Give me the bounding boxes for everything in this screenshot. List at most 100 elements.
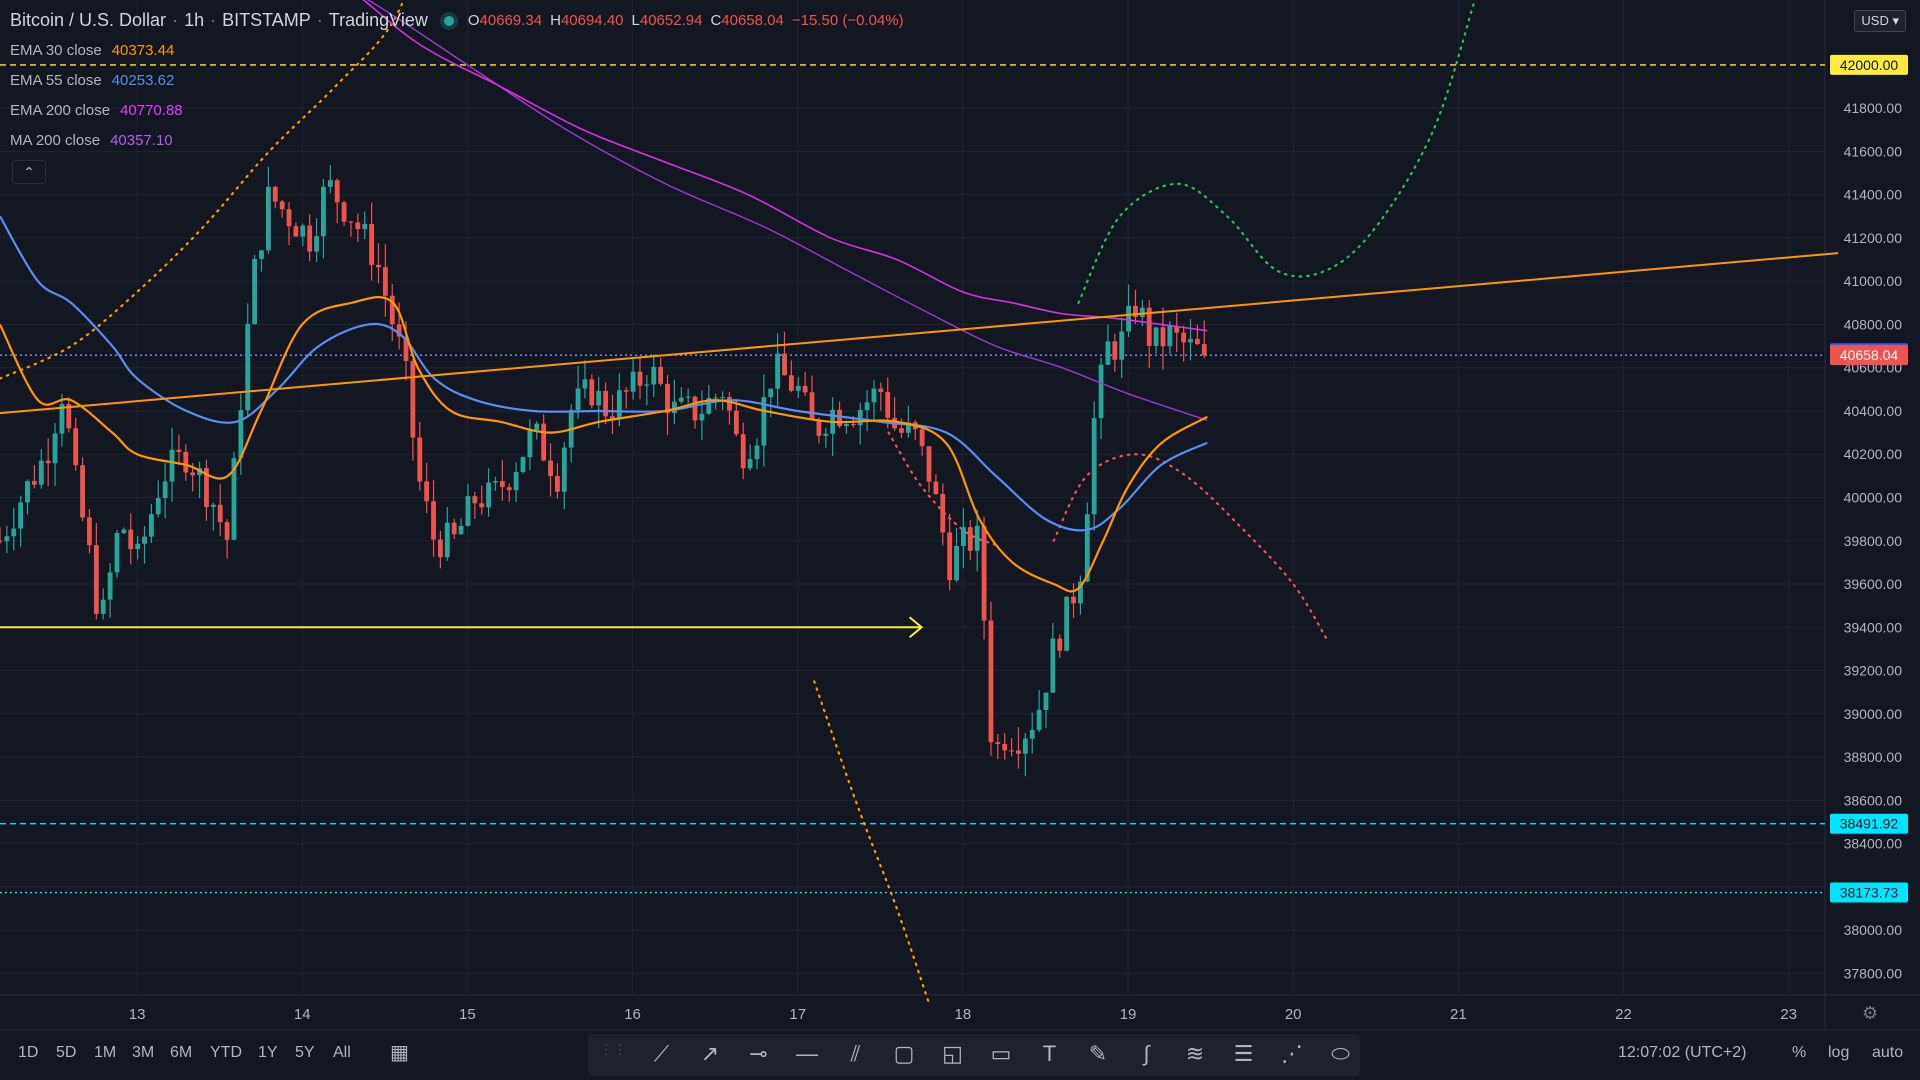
timeframe-6m[interactable]: 6M (170, 1044, 193, 1061)
timeframe-5y[interactable]: 5Y (295, 1044, 315, 1061)
time-tick-label: 22 (1615, 1006, 1632, 1023)
brush-icon[interactable]: ✎ (1088, 1041, 1108, 1066)
timeframe-3m[interactable]: 3M (132, 1044, 155, 1061)
gear-icon[interactable]: ⚙ (1862, 1003, 1879, 1023)
indicator-ema55[interactable]: EMA 55 close 40253.62 (10, 72, 175, 89)
clock[interactable]: 12:07:02 (UTC+2) (1618, 1044, 1747, 1061)
candle-body (38, 460, 44, 485)
drawing-objects[interactable] (0, 252, 1839, 639)
candle-body (692, 396, 698, 421)
percent-scale-button[interactable]: % (1792, 1044, 1807, 1061)
candle (1133, 289, 1138, 324)
rectangle-icon[interactable]: ▢ (893, 1041, 915, 1066)
price-label-text: 42000.00 (1840, 57, 1899, 73)
auto-scale-button[interactable]: auto (1872, 1044, 1904, 1061)
comment-icon[interactable]: ▭ (990, 1041, 1012, 1066)
candle-body (479, 503, 485, 508)
text-icon[interactable]: T (1042, 1041, 1057, 1066)
candle-body (555, 476, 560, 492)
candle-body (1022, 738, 1028, 754)
drag-handle-icon[interactable]: ⋮⋮ (599, 1041, 627, 1057)
candle (630, 357, 636, 400)
time-axis[interactable]: 13 14 15 16 17 18 19 20 21 22 23 (129, 1006, 1797, 1023)
candle (25, 479, 30, 515)
candle (107, 562, 113, 618)
indicator-value: 40770.88 (120, 102, 183, 119)
timeframe-5d[interactable]: 5D (56, 1044, 77, 1061)
trend-line-icon[interactable]: ⟋ (653, 1041, 670, 1066)
candle-body (513, 472, 519, 491)
indicator-ma200[interactable]: MA 200 close 40357.10 (10, 132, 173, 149)
candle-body (321, 186, 326, 237)
candle-body (1181, 332, 1187, 343)
candle (424, 462, 430, 514)
horizontal-ray-icon[interactable]: ⊸ (749, 1041, 768, 1066)
candle (926, 446, 932, 493)
candle (733, 398, 739, 437)
candle-body (341, 202, 347, 222)
time-tick-label: 20 (1285, 1006, 1302, 1023)
fib-channel-icon[interactable]: ≋ (1185, 1041, 1205, 1066)
candle (142, 526, 147, 564)
projection-curves[interactable] (0, 0, 1476, 1007)
log-scale-button[interactable]: log (1828, 1044, 1850, 1061)
candle-body (589, 379, 595, 406)
price-axis[interactable]: 37800.0038000.0038200.0038400.0038600.00… (1830, 54, 1908, 981)
candle-body (444, 522, 450, 558)
path-icon[interactable]: ∫ (1143, 1041, 1150, 1066)
candle (919, 427, 925, 456)
candle (802, 371, 808, 396)
candle (589, 374, 595, 409)
candle-body (823, 433, 829, 436)
candle (1064, 596, 1070, 652)
candle (933, 474, 939, 495)
interval-label[interactable]: 1h (184, 10, 205, 30)
candle (321, 178, 326, 259)
candle-body (25, 481, 30, 503)
indicator-ema30[interactable]: EMA 30 close 40373.44 (10, 42, 175, 59)
candle (451, 518, 457, 540)
timeframe-1y[interactable]: 1Y (258, 1044, 278, 1061)
candle-body (644, 384, 650, 386)
fib-retracement-icon[interactable]: ☰ (1233, 1041, 1254, 1066)
indicator-ema200[interactable]: EMA 200 close 40770.88 (10, 102, 183, 119)
candle (169, 427, 175, 502)
candle-body (967, 527, 973, 551)
timeframe-1d[interactable]: 1D (18, 1044, 39, 1061)
candle-body (142, 536, 147, 544)
candle-body (603, 390, 608, 417)
timeframe-all[interactable]: All (333, 1044, 351, 1061)
candle (678, 387, 684, 404)
candle (18, 495, 24, 548)
candle-body (871, 388, 877, 403)
candle (857, 402, 863, 445)
candle (967, 520, 973, 560)
candle (954, 527, 959, 583)
collapse-indicators-button[interactable]: ⌃ (12, 160, 46, 184)
candle-body (761, 397, 767, 446)
candle (885, 377, 891, 429)
candle-body (548, 460, 553, 477)
price-tick-label: 38000.00 (1844, 922, 1903, 938)
candle-body (204, 468, 209, 507)
symbol-name[interactable]: Bitcoin / U.S. Dollar (10, 10, 167, 30)
horizontal-line-icon[interactable]: — (796, 1041, 818, 1066)
timeframe-ytd[interactable]: YTD (210, 1044, 242, 1061)
candle-body (685, 396, 691, 398)
parallel-channel-icon[interactable]: ⫽ (850, 1041, 861, 1066)
candle-body (465, 496, 471, 526)
ray-icon[interactable]: ↗ (700, 1041, 720, 1066)
candle-body (782, 353, 787, 376)
candle-body (754, 445, 760, 460)
candle (754, 438, 760, 470)
price-tick-label: 38400.00 (1844, 836, 1903, 852)
ellipse-icon[interactable]: ⬭ (1331, 1041, 1350, 1066)
timeframe-1m[interactable]: 1M (94, 1044, 117, 1061)
date-range-icon[interactable]: ▦ (390, 1042, 409, 1064)
time-tick-label: 19 (1120, 1006, 1137, 1023)
currency-selector[interactable]: USD ▾ (1854, 10, 1906, 32)
callout-icon[interactable]: ◱ (942, 1041, 963, 1066)
horizontal-levels[interactable] (0, 64, 1825, 894)
gann-fan-icon[interactable]: ⋰ (1281, 1041, 1303, 1066)
